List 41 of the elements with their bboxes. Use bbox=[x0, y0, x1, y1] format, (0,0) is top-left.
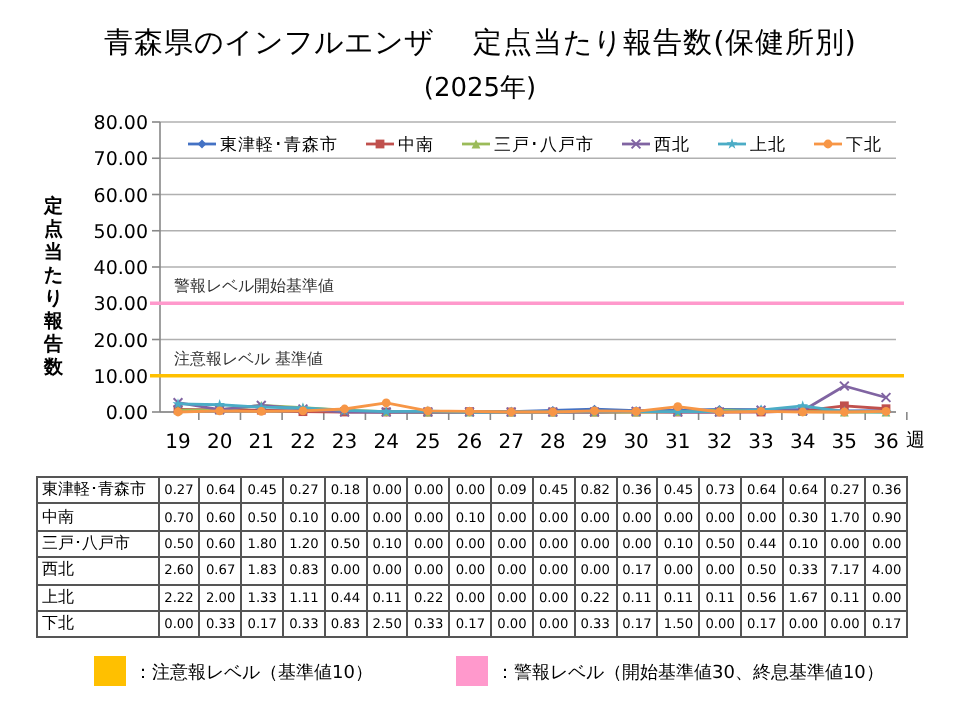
x-tick-label: 19 bbox=[165, 432, 191, 454]
text: ：注意報レベル（基準値10） bbox=[134, 662, 373, 684]
y-tick-label: 40.00 bbox=[93, 258, 148, 280]
y-tick-label: 20.00 bbox=[93, 330, 148, 353]
ref-line-label: 警報レベル開始基準値 bbox=[174, 277, 334, 296]
x-tick-label: 28 bbox=[540, 432, 566, 454]
x-tick-label: 30 bbox=[623, 432, 649, 454]
x-tick-label: 25 bbox=[415, 432, 441, 454]
y-tick-label: 70.00 bbox=[93, 149, 148, 172]
x-tick-label: 24 bbox=[373, 432, 399, 454]
x-axis-title: 週 bbox=[906, 430, 926, 452]
x-tick-label: 22 bbox=[290, 432, 316, 454]
ref-line-label: 注意報レベル 基準値 bbox=[174, 349, 324, 368]
x-tick-label: 29 bbox=[581, 432, 608, 454]
x-tick-label: 35 bbox=[831, 432, 858, 454]
y-tick-label: 10.00 bbox=[93, 366, 148, 389]
x-tick-label: 34 bbox=[789, 432, 816, 454]
y-tick-label: 80.00 bbox=[93, 113, 148, 135]
x-tick-label: 23 bbox=[331, 432, 358, 454]
legend-label: 東津軽･青森市 bbox=[220, 134, 338, 156]
x-tick-label: 26 bbox=[456, 432, 483, 454]
legend-label: 下北 bbox=[846, 134, 882, 156]
legend-label: 上北 bbox=[750, 134, 786, 156]
legend-label: 西北 bbox=[654, 134, 690, 156]
legend-label: 中南 bbox=[398, 134, 434, 156]
text: ：警報レベル（開始基準値30、終息基準値10） bbox=[496, 662, 884, 684]
y-axis-title: 定点当たり報告数 bbox=[42, 194, 66, 379]
x-tick-label: 21 bbox=[248, 432, 275, 454]
y-tick-label: 60.00 bbox=[93, 185, 148, 208]
x-tick-label: 33 bbox=[748, 432, 774, 454]
x-tick-label: 36 bbox=[873, 432, 899, 454]
chart-title: 青森県のインフルエンザ 定点当たり報告数(保健所別) bbox=[104, 26, 856, 60]
x-tick-label: 31 bbox=[665, 432, 691, 454]
x-tick-label: 20 bbox=[206, 432, 233, 454]
legend-label: 三戸･八戸市 bbox=[494, 134, 594, 156]
y-tick-label: 0.00 bbox=[105, 403, 148, 425]
x-tick-label: 32 bbox=[706, 432, 733, 454]
y-tick-label: 50.00 bbox=[93, 221, 148, 244]
x-tick-label: 27 bbox=[498, 432, 524, 454]
y-tick-label: 30.00 bbox=[93, 294, 148, 317]
chart-subtitle: (2025年) bbox=[423, 74, 537, 104]
